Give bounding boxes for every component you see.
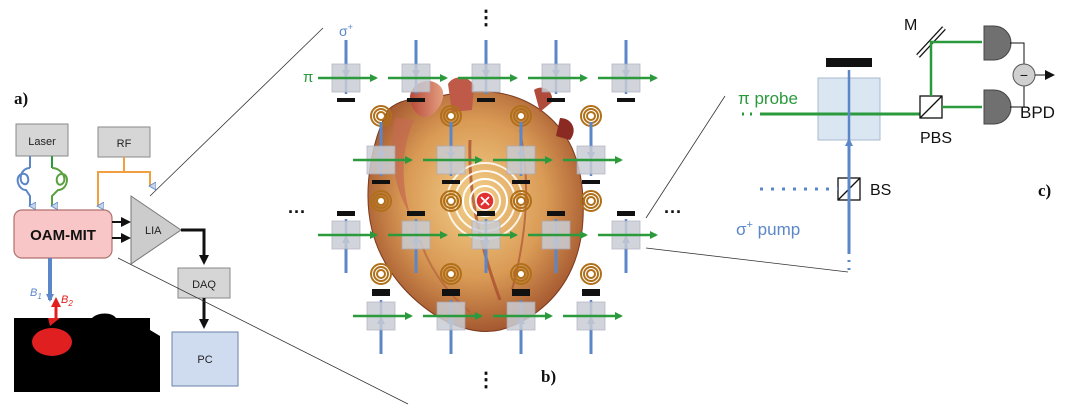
b2-label: B2 [61, 294, 73, 308]
mirror-label: M [904, 17, 917, 34]
sensor-cell [598, 211, 658, 273]
sensor-cell [318, 211, 378, 273]
lia-label: LIA [145, 225, 162, 237]
coil-icon [580, 263, 602, 285]
bs-label: BS [870, 182, 891, 199]
daq-label: DAQ [192, 279, 216, 291]
coil-icon [510, 190, 532, 212]
shield-bar [582, 289, 600, 293]
sensor-cell [563, 122, 623, 184]
sensor-cell [318, 40, 378, 102]
panel-a: a) Laser RF OAM-MIT LIA [13, 27, 409, 405]
ellipsis-left: ··· [288, 202, 306, 222]
sensor-cell [388, 40, 448, 102]
shield-bar [442, 289, 460, 293]
pc-label: PC [197, 354, 212, 366]
sigma-plus-label: σ+ [339, 22, 353, 39]
sensor-cell [353, 122, 413, 184]
sigma-pump-label: σ+ pump [736, 219, 800, 239]
ellipsis-bottom: ⋮ [476, 369, 496, 391]
subtractor-minus: − [1020, 67, 1028, 83]
laser-box [15, 123, 69, 157]
zoom-line-c-top [645, 95, 726, 219]
heart-region [32, 328, 72, 356]
shield-bar [547, 212, 565, 216]
pi-label: π [303, 69, 313, 86]
rf-lines [98, 157, 150, 206]
coil-icon [440, 263, 462, 285]
coil-icon [440, 190, 462, 212]
coil-icon [370, 190, 392, 212]
ellipsis-right: ··· [664, 202, 682, 222]
coil-icon [510, 263, 532, 285]
lia-amplifier [130, 195, 182, 265]
panel-c: π probe PBS M − BPD BS σ+ pump c) [736, 17, 1055, 272]
photodiode-bottom [983, 89, 1012, 125]
daq-box [177, 267, 231, 299]
panel-b: σ+ π ⋮ ⋮ ··· ··· b) [288, 7, 849, 391]
sensor-cell [493, 122, 553, 184]
sensor-cell [493, 292, 553, 354]
oam-mit-label: OAM-MIT [30, 227, 96, 244]
shield-bar [512, 289, 530, 293]
pbs-label: PBS [920, 130, 952, 147]
rf-label: RF [117, 138, 132, 150]
fiber-coils [16, 156, 68, 206]
rf-box [97, 126, 151, 158]
sensor-cell [598, 40, 658, 102]
b1-label: B1 [30, 287, 42, 301]
coil-icon [580, 190, 602, 212]
shield-bar [477, 212, 495, 216]
panel-b-label: b) [541, 367, 556, 386]
bpd-label: BPD [1020, 103, 1055, 122]
shield-bar [337, 212, 355, 216]
ellipsis-top: ⋮ [476, 7, 496, 29]
sensor-cell [563, 292, 623, 354]
sensor-cell [528, 40, 588, 102]
heart-image [367, 77, 584, 332]
pi-probe-label: π probe [738, 89, 798, 108]
beam-reflected [929, 40, 982, 96]
target-x-icon [480, 196, 490, 206]
arrow-lia-daq [181, 228, 209, 265]
zoom-line-bottom [117, 257, 409, 405]
photodiode-top [983, 25, 1012, 61]
sensor-cell [423, 122, 483, 184]
zoom-line-top [149, 27, 324, 197]
cell-bar [826, 58, 872, 67]
zoom-line-c-bottom [645, 247, 849, 273]
sensor-cell [458, 40, 518, 102]
shield-bar [617, 212, 635, 216]
coil-icon [370, 263, 392, 285]
sensor-grid [318, 40, 658, 354]
oam-mit-box [13, 209, 113, 259]
sensor-cell [353, 292, 413, 354]
sensor-cell [423, 292, 483, 354]
shield-bar [372, 289, 390, 293]
laser-label: Laser [28, 136, 56, 148]
panel-c-label: c) [1038, 181, 1051, 200]
shield-bar [407, 212, 425, 216]
pc-box [171, 331, 239, 387]
panel-a-label: a) [14, 89, 28, 108]
